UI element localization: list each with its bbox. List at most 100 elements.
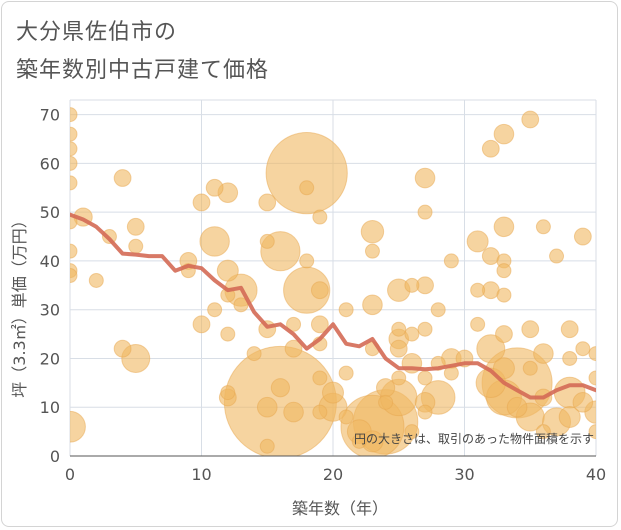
x-tick-label: 30 <box>454 465 474 484</box>
bubble-point <box>259 233 275 249</box>
bubble-point <box>265 132 348 215</box>
bubble-point <box>521 320 540 339</box>
bubble-point <box>286 316 302 332</box>
bubble-point <box>259 438 275 454</box>
bubble-point <box>220 326 236 342</box>
bubble-point <box>364 243 380 259</box>
bubble-point <box>492 357 515 380</box>
bubble-point <box>258 193 277 212</box>
bubble-point <box>113 339 132 358</box>
trend-series <box>70 212 596 400</box>
bubble-point <box>558 405 581 428</box>
bubble-point <box>192 193 211 212</box>
bubble-point <box>588 370 596 386</box>
bubble-point <box>417 370 433 386</box>
bubble-point <box>126 217 145 236</box>
bubble-point <box>70 155 78 171</box>
bubble-point <box>430 302 446 318</box>
chart-title-line2: 築年数別中古戸建て価格 <box>16 58 270 83</box>
bubble-point <box>493 123 515 145</box>
y-axis-label: 坪（3.3㎡）単価（万円） <box>10 212 29 397</box>
bubble-point <box>443 253 459 269</box>
bubble-point <box>572 392 594 413</box>
bubble-point <box>493 216 515 238</box>
bubble-point <box>562 350 578 366</box>
bubble-point <box>533 343 554 364</box>
bubble-point <box>338 302 354 318</box>
bubble-point <box>588 424 596 440</box>
bubble-point <box>299 253 315 269</box>
bubble-point <box>270 378 290 398</box>
x-tick-label: 40 <box>586 465 606 484</box>
bubble-point <box>522 360 538 376</box>
bubble-point <box>192 315 211 334</box>
bubble-point <box>417 204 433 220</box>
y-tick-label: 40 <box>40 252 60 271</box>
bubble-point <box>70 141 78 157</box>
bubble-point <box>322 381 344 404</box>
bubble-point <box>404 326 420 342</box>
bubble-point <box>70 175 78 191</box>
bubble-point <box>376 378 396 398</box>
bubble-point <box>284 339 303 358</box>
bubble-point <box>88 272 104 288</box>
bubble-point <box>378 394 394 410</box>
bubble-point <box>338 365 354 381</box>
bubble-point <box>216 259 239 282</box>
x-tick-label: 10 <box>191 465 211 484</box>
bubble-point <box>220 385 236 401</box>
bubble-point <box>283 401 304 423</box>
bubble-point <box>246 346 262 362</box>
bubble-point <box>128 238 144 254</box>
bubble-point <box>560 320 579 339</box>
bubble-point <box>470 282 486 298</box>
x-tick-label: 20 <box>323 465 343 484</box>
x-axis-label: 築年数（年） <box>292 499 388 518</box>
bubble-point <box>338 409 354 425</box>
bubble-point <box>362 294 383 316</box>
y-tick-label: 50 <box>40 203 60 222</box>
bubble-point <box>391 321 407 337</box>
bubble-point <box>312 209 328 225</box>
bubble-point <box>476 334 506 364</box>
x-tick-label: 0 <box>65 465 75 484</box>
bubble-point <box>256 396 278 418</box>
bubble-point <box>70 410 86 443</box>
bubble-point <box>470 316 486 332</box>
bubble-point <box>70 126 78 142</box>
y-tick-label: 70 <box>40 106 60 125</box>
bubble-point <box>575 341 591 357</box>
bubble-point <box>389 339 408 358</box>
y-tick-label: 60 <box>40 154 60 173</box>
bubble-point <box>351 433 367 449</box>
bubble-point <box>521 110 540 129</box>
bubble-point <box>535 219 551 235</box>
y-tick-label: 30 <box>40 301 60 320</box>
bubble-point <box>549 248 565 264</box>
bubble-point <box>588 346 596 362</box>
bubble-point <box>391 370 407 386</box>
bubble-size-note: 円の大きさは、取引のあった物件面積を示す <box>354 431 594 446</box>
y-tick-label: 10 <box>40 398 60 417</box>
bubble-point <box>481 139 500 158</box>
bubble-point <box>258 320 277 339</box>
bubble-point <box>312 404 328 420</box>
bubble-point <box>207 302 223 318</box>
bubble-point <box>70 107 78 123</box>
y-tick-label: 20 <box>40 349 60 368</box>
bubble-point <box>506 396 528 418</box>
bubble-point <box>205 178 224 197</box>
bubble-point <box>495 325 513 343</box>
bubble-point <box>199 226 230 257</box>
bubble-point <box>414 167 436 189</box>
bubble-point <box>310 315 329 334</box>
bubble-point <box>496 263 512 279</box>
bubble-series <box>70 107 596 456</box>
bubble-point <box>496 287 512 303</box>
bubble-point <box>417 404 433 420</box>
bubble-point <box>312 370 328 386</box>
bubble-point <box>404 277 420 293</box>
bubble-point <box>360 219 385 244</box>
bubble-point <box>573 227 592 246</box>
